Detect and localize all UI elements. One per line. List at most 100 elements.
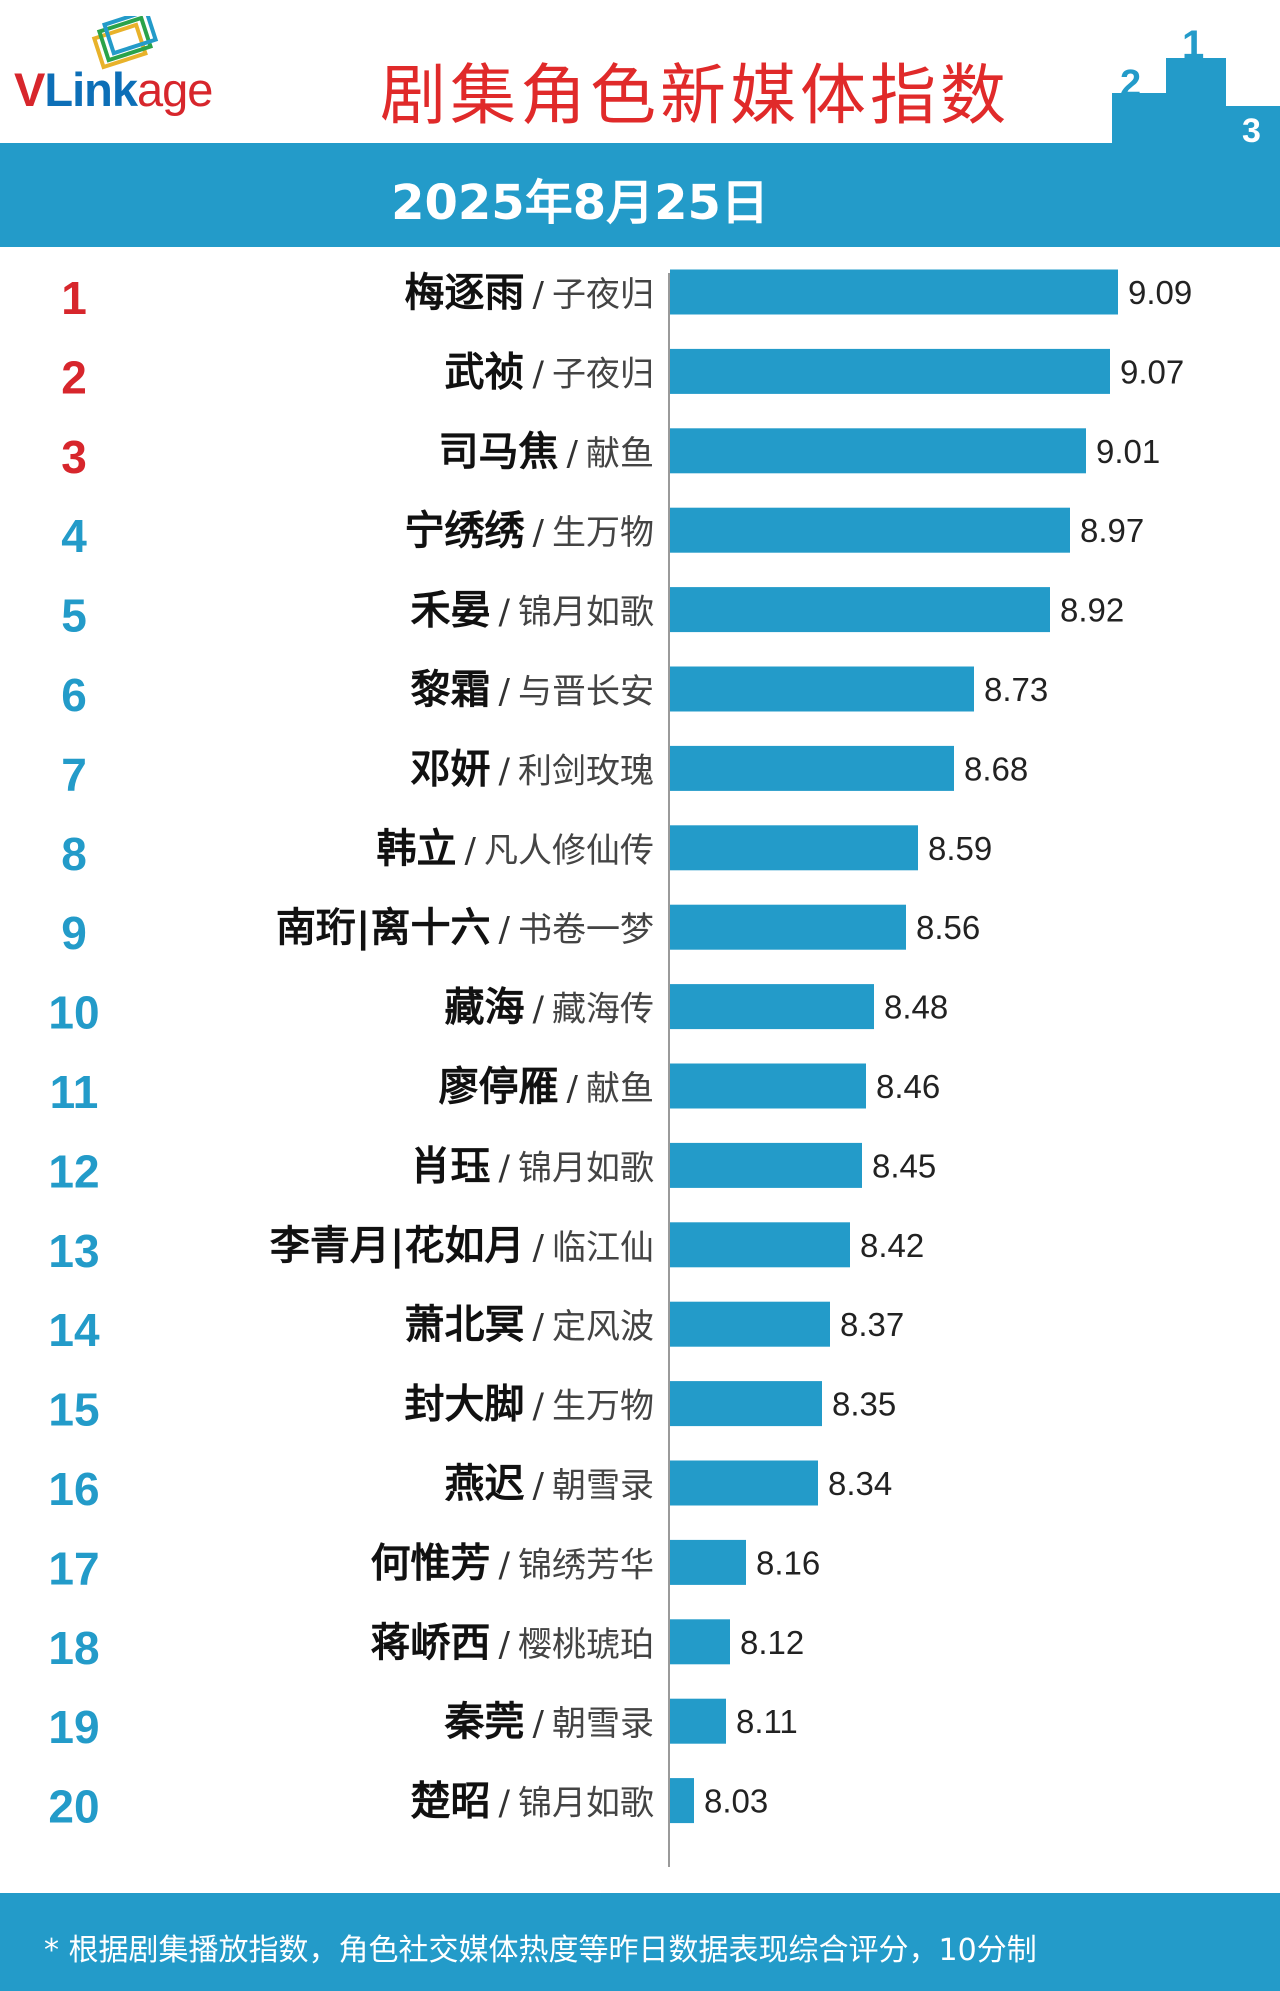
rank-number: 18: [48, 1622, 99, 1674]
drama-title: 献鱼: [586, 434, 654, 474]
separator-slash: /: [533, 1307, 545, 1347]
separator-slash: /: [499, 751, 511, 791]
value-label: 8.97: [1080, 512, 1144, 549]
logo-wordmark: VLinkage: [14, 63, 213, 116]
value-label: 8.35: [832, 1386, 896, 1423]
bar: [670, 1619, 730, 1665]
bar: [670, 1539, 746, 1585]
character-name: 司马焦: [439, 429, 559, 475]
separator-slash: /: [499, 672, 511, 712]
drama-title: 锦月如歌: [518, 593, 654, 633]
value-label: 8.68: [964, 750, 1028, 787]
bar: [670, 507, 1070, 553]
separator-slash: /: [533, 513, 545, 553]
rank-number: 9: [61, 907, 87, 959]
drama-title: 锦月如歌: [518, 1784, 654, 1824]
character-name: 李青月|花如月: [270, 1223, 525, 1270]
character-name: 黎霜: [411, 667, 491, 713]
rank-number: 14: [48, 1304, 100, 1356]
rank-number: 16: [48, 1463, 99, 1515]
bar: [670, 348, 1110, 394]
row-label: 宁绣绣 / 生万物: [405, 508, 654, 554]
separator-slash: /: [567, 1069, 579, 1109]
separator-slash: /: [533, 1466, 545, 1506]
podium-label-2: 2: [1120, 63, 1141, 105]
rank-number: 6: [61, 669, 87, 721]
podium-icon: 2 1 3: [1112, 23, 1280, 143]
bar: [670, 1698, 726, 1744]
bar: [670, 1460, 818, 1506]
row-label: 燕迟 / 朝雪录: [445, 1461, 654, 1507]
row-label: 梅逐雨 / 子夜归: [405, 270, 654, 316]
rank-number: 3: [61, 431, 87, 483]
separator-slash: /: [465, 831, 477, 871]
separator-slash: /: [533, 1387, 545, 1427]
drama-title: 藏海传: [552, 990, 654, 1030]
bar: [670, 1778, 694, 1824]
character-name: 廖停雁: [439, 1064, 559, 1110]
value-label: 8.12: [740, 1624, 804, 1661]
row-label: 李青月|花如月 / 临江仙: [270, 1223, 654, 1270]
drama-title: 利剑玫瑰: [518, 751, 654, 791]
row-label: 楚昭 / 锦月如歌: [411, 1779, 654, 1825]
rank-number: 20: [48, 1781, 99, 1833]
separator-slash: /: [499, 1625, 511, 1665]
bar: [670, 428, 1086, 474]
drama-title: 临江仙: [552, 1228, 654, 1268]
rank-number: 7: [61, 748, 87, 800]
drama-title: 朝雪录: [552, 1466, 654, 1506]
value-label: 8.56: [916, 909, 980, 946]
rank-number: 4: [61, 510, 87, 562]
drama-title: 子夜归: [552, 275, 654, 315]
bar: [670, 825, 918, 871]
value-label: 8.73: [984, 671, 1048, 708]
separator-slash: /: [499, 1784, 511, 1824]
row-label: 黎霜 / 与晋长安: [411, 667, 654, 713]
separator-slash: /: [533, 275, 545, 315]
page-title: 剧集角色新媒体指数: [380, 57, 1010, 134]
row-label: 何惟芳 / 锦绣芳华: [371, 1540, 654, 1586]
row-label: 藏海 / 藏海传: [445, 985, 654, 1031]
rank-number: 12: [48, 1145, 99, 1197]
row-label: 廖停雁 / 献鱼: [439, 1064, 654, 1110]
podium-label-1: 1: [1182, 23, 1204, 67]
value-label: 8.46: [876, 1068, 940, 1105]
value-label: 8.92: [1060, 592, 1124, 629]
character-name: 楚昭: [411, 1779, 491, 1825]
row-label: 武祯 / 子夜归: [445, 349, 654, 395]
row-label: 秦莞 / 朝雪录: [445, 1699, 654, 1745]
footer: * 根据剧集播放指数，角色社交媒体热度等昨日数据表现综合评分，10分制: [0, 1893, 1280, 1991]
value-label: 8.59: [928, 830, 992, 867]
bar: [670, 1222, 850, 1268]
character-name: 武祯: [445, 349, 525, 395]
ranking-bar-chart: 1 梅逐雨 / 子夜归 9.092 武祯 / 子夜归 9.073 司马焦 / 献鱼 9.014 宁绣绣 / 生…: [48, 269, 1192, 1867]
drama-title: 凡人修仙传: [484, 831, 654, 871]
row-label: 南珩|离十六 / 书卷一梦: [276, 905, 654, 952]
rank-number: 5: [61, 590, 87, 642]
value-label: 9.07: [1120, 353, 1184, 390]
value-label: 8.16: [756, 1544, 820, 1581]
rank-number: 8: [61, 828, 87, 880]
character-name: 禾晏: [411, 588, 491, 634]
separator-slash: /: [499, 1545, 511, 1585]
character-name: 梅逐雨: [405, 270, 525, 316]
footnote: * 根据剧集播放指数，角色社交媒体热度等昨日数据表现综合评分，10分制: [44, 1933, 1037, 1968]
logo-cards-icon: [91, 16, 159, 70]
rank-number: 10: [48, 987, 99, 1039]
bar: [670, 745, 954, 791]
value-label: 8.42: [860, 1227, 924, 1264]
drama-title: 生万物: [552, 1387, 654, 1427]
character-name: 封大脚: [405, 1382, 525, 1428]
header: VLinkage 剧集角色新媒体指数 2 1 3: [0, 0, 1280, 143]
separator-slash: /: [567, 434, 579, 474]
date-bar: 2025年8月25日: [0, 143, 1280, 247]
date-label: 2025年8月25日: [391, 175, 769, 231]
bar: [670, 587, 1050, 633]
rank-number: 13: [48, 1225, 99, 1277]
character-name: 韩立: [377, 826, 457, 872]
bar: [670, 1301, 830, 1347]
drama-title: 子夜归: [552, 354, 654, 394]
row-label: 蒋峤西 / 樱桃琥珀: [371, 1620, 654, 1666]
character-name: 南珩|离十六: [276, 905, 491, 952]
drama-title: 锦月如歌: [518, 1148, 654, 1188]
